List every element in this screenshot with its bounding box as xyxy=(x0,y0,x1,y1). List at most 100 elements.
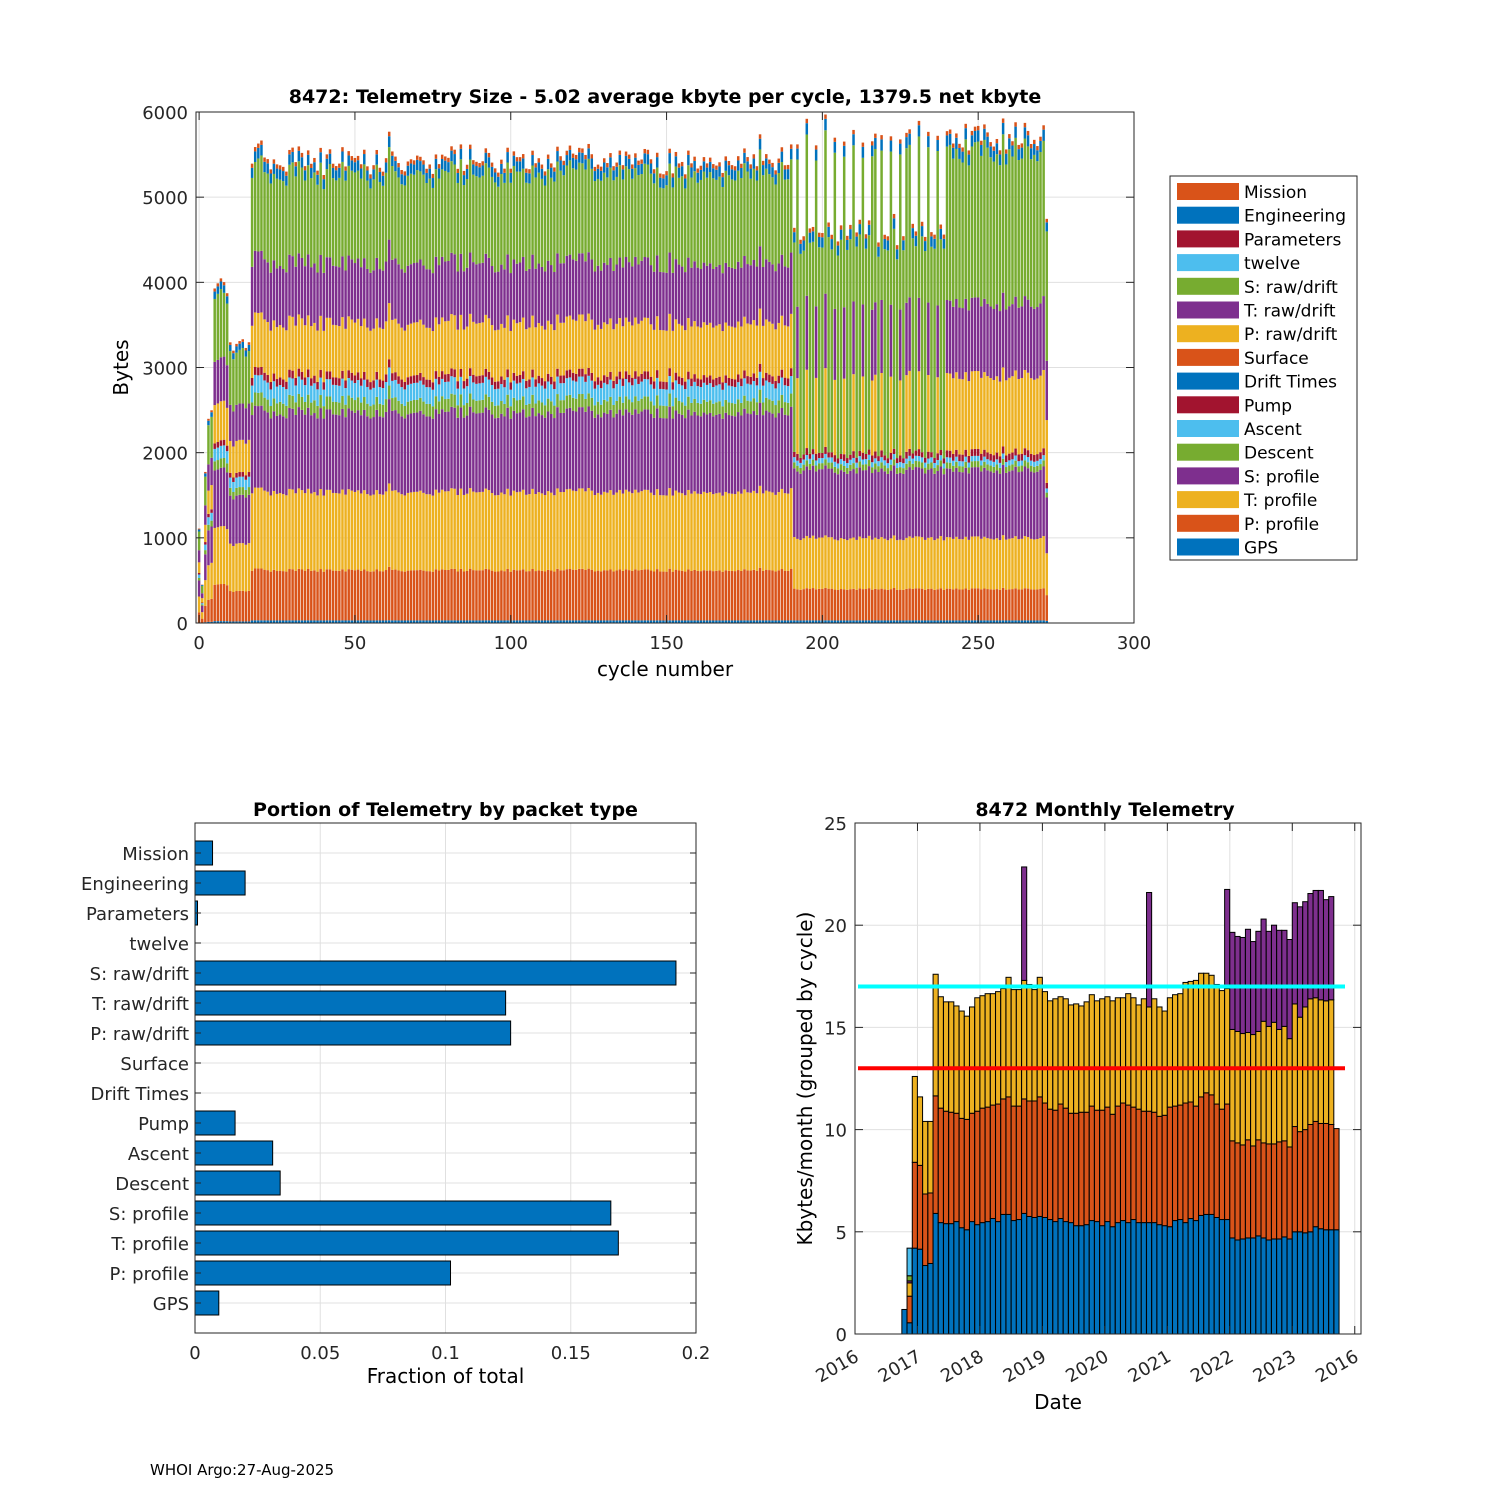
bar-segment xyxy=(973,467,977,537)
bar-segment xyxy=(359,493,363,571)
bar-segment xyxy=(285,381,288,390)
month-bar xyxy=(901,1308,908,1335)
bar-segment xyxy=(213,461,216,471)
bar-segment xyxy=(649,265,653,325)
bar-segment xyxy=(484,488,488,569)
y-tick-label: P: profile xyxy=(110,1264,190,1285)
bar-segment xyxy=(200,585,204,594)
bar-segment xyxy=(606,570,609,621)
bar-segment xyxy=(712,416,715,495)
bar-segment xyxy=(646,317,650,372)
bar-segment xyxy=(733,403,737,417)
cycle-bar xyxy=(484,148,488,623)
cycle-bar xyxy=(257,143,260,623)
bar-segment xyxy=(662,272,665,331)
bar-segment xyxy=(895,540,899,590)
cycle-bar xyxy=(609,153,612,623)
cycle-bar xyxy=(789,144,793,623)
bar-segment xyxy=(247,543,251,591)
bar-segment xyxy=(232,591,235,622)
bar-segment xyxy=(864,248,868,454)
bar-segment xyxy=(257,568,260,621)
bar-segment xyxy=(397,620,400,623)
bar-segment xyxy=(827,457,830,463)
bar-segment xyxy=(953,1221,960,1335)
bar-segment xyxy=(727,325,731,379)
cycle-bar xyxy=(621,165,625,623)
bar-segment xyxy=(387,136,391,148)
bar-segment xyxy=(369,571,372,621)
bar-segment xyxy=(391,410,394,491)
cycle-bar xyxy=(356,155,360,623)
bar-segment xyxy=(955,133,958,138)
bar-segment xyxy=(571,397,575,411)
bar-segment xyxy=(886,458,890,464)
bar-segment xyxy=(780,620,784,623)
bar-segment xyxy=(250,620,254,623)
bar-segment xyxy=(372,387,375,405)
bar-segment xyxy=(621,267,625,327)
bar-segment xyxy=(995,143,999,155)
bar-segment xyxy=(1328,1123,1335,1231)
bar-segment xyxy=(693,160,696,172)
bar-segment xyxy=(796,620,799,623)
bar-segment xyxy=(487,257,491,319)
bar-segment xyxy=(366,170,369,181)
bar-segment xyxy=(328,164,332,258)
cycle-bar xyxy=(369,174,372,623)
bar-segment xyxy=(1005,1213,1012,1335)
bar-segment xyxy=(310,167,313,179)
bar-segment xyxy=(500,264,503,324)
cycle-bar xyxy=(933,234,936,623)
month-bar xyxy=(1130,997,1137,1335)
bar-segment xyxy=(512,620,516,623)
bar-segment xyxy=(487,396,491,410)
month-bar xyxy=(1296,906,1304,1335)
bar-segment xyxy=(1020,589,1024,621)
bar-segment xyxy=(403,405,407,419)
bar-segment xyxy=(665,571,668,621)
bar-segment xyxy=(814,306,818,378)
bar-segment xyxy=(543,329,547,382)
cycle-bar xyxy=(989,142,992,623)
bar-segment xyxy=(899,589,902,621)
bar-segment xyxy=(746,264,749,324)
bar-segment xyxy=(655,255,659,317)
bar-segment xyxy=(867,460,871,467)
bar-segment xyxy=(674,569,678,621)
cycle-bar xyxy=(599,166,603,623)
bar-segment xyxy=(746,413,749,493)
bar-segment xyxy=(892,587,896,621)
bar-segment xyxy=(927,537,930,589)
bar-segment xyxy=(599,620,603,623)
bar-segment xyxy=(493,495,497,572)
bar-segment xyxy=(581,620,584,623)
bar-segment xyxy=(624,151,628,156)
bar-segment xyxy=(640,373,643,382)
bar-segment xyxy=(908,370,911,449)
bar-segment xyxy=(493,620,497,623)
cycle-bar xyxy=(322,175,326,623)
bar-segment xyxy=(958,471,961,540)
bar-segment xyxy=(425,168,428,173)
bar-segment xyxy=(980,377,983,454)
bar-segment xyxy=(562,160,565,166)
bar-segment xyxy=(319,620,322,623)
cycle-bar xyxy=(540,164,544,623)
cycle-bar xyxy=(983,124,986,623)
bar-segment xyxy=(861,464,865,471)
bar-segment xyxy=(671,382,675,390)
bar-segment xyxy=(207,513,210,518)
month-bar xyxy=(1218,990,1225,1335)
bar-segment xyxy=(652,381,656,389)
cycle-bar xyxy=(643,148,646,623)
bar-segment xyxy=(1057,1218,1064,1335)
bar-segment xyxy=(830,620,833,623)
bar-segment xyxy=(534,620,537,623)
bar-segment xyxy=(247,494,251,544)
bar-segment xyxy=(955,449,958,457)
bar-segment xyxy=(652,417,656,496)
bar-segment xyxy=(948,588,952,621)
bar-segment xyxy=(864,459,868,465)
bar-segment xyxy=(671,330,675,383)
